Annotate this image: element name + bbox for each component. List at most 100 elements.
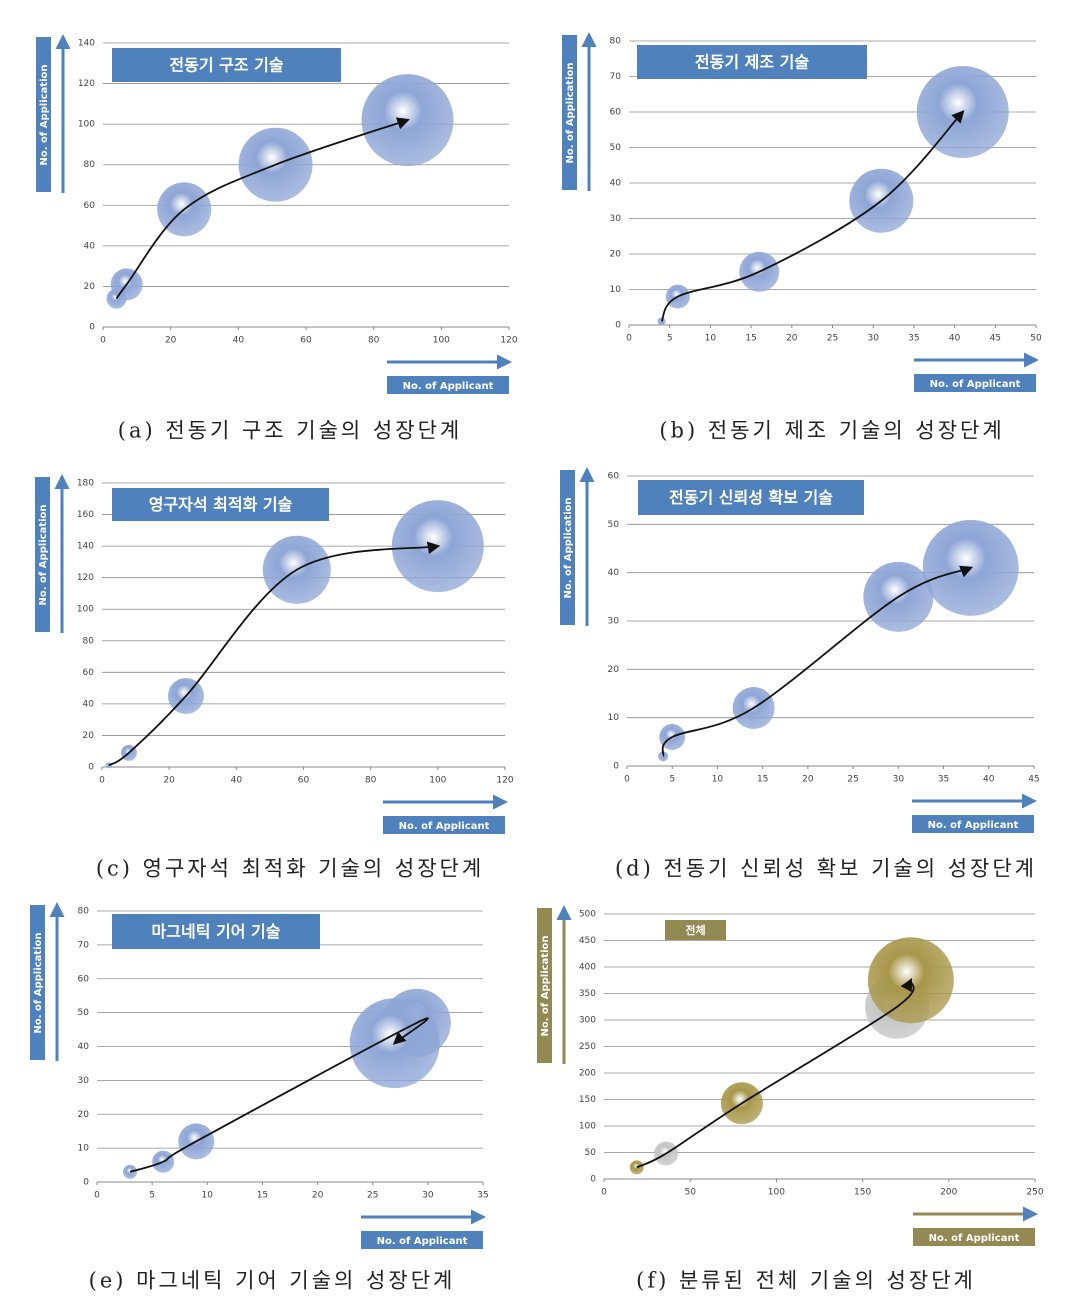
x-tick-label: 40 [231, 776, 243, 786]
caption: (f) 분류된 전체 기술의 성장단계 [636, 1269, 976, 1293]
x-tick-label: 15 [745, 334, 756, 344]
title-box [112, 914, 320, 949]
y-tick-label: 10 [608, 713, 620, 723]
y-tick-label: 100 [77, 605, 94, 615]
y-tick-label: 450 [579, 936, 596, 946]
y-tick-label: 80 [610, 37, 622, 47]
y-tick-label: 400 [579, 963, 596, 973]
x-label-box [383, 816, 505, 834]
y-label-box [35, 477, 50, 632]
x-tick-label: 50 [1030, 334, 1042, 344]
y-tick-label: 180 [77, 479, 94, 489]
y-label-box [36, 37, 51, 192]
title-box [637, 45, 867, 79]
y-tick-label: 30 [608, 617, 620, 627]
y-tick-label: 70 [78, 940, 90, 950]
x-tick-label: 20 [802, 775, 814, 785]
caption: (d) 전동기 신뢰성 확보 기술의 성장단계 [615, 857, 1037, 881]
y-tick-label: 100 [78, 120, 95, 130]
y-tick-label: 30 [78, 1076, 90, 1086]
y-tick-label: 60 [83, 668, 95, 678]
y-tick-label: 20 [83, 731, 95, 741]
trend-line [108, 541, 441, 767]
x-tick-label: 80 [368, 336, 380, 346]
y-tick-label: 0 [613, 762, 619, 772]
y-tick-label: 50 [78, 1008, 90, 1018]
x-tick-label: 10 [705, 334, 717, 344]
x-tick-label: 35 [477, 1191, 488, 1201]
x-tick-label: 10 [712, 775, 724, 785]
x-tick-label: 100 [768, 1188, 785, 1198]
chart-title: 마그네틱 기어 기술 [152, 922, 281, 941]
x-axis-label: No. of Applicant [928, 820, 1019, 831]
y-label-box [560, 470, 575, 625]
x-tick-label: 80 [365, 776, 377, 786]
y-tick-label: 20 [78, 1110, 90, 1120]
x-tick-label: 100 [433, 336, 450, 346]
x-tick-label: 25 [827, 334, 838, 344]
y-tick-label: 120 [77, 573, 94, 583]
y-tick-label: 120 [78, 79, 95, 89]
x-tick-label: 35 [938, 775, 949, 785]
x-tick-label: 20 [786, 334, 798, 344]
y-label-box [30, 905, 45, 1060]
x-tick-label: 100 [429, 776, 446, 786]
y-tick-label: 80 [78, 907, 90, 917]
x-tick-label: 20 [312, 1191, 324, 1201]
y-tick-label: 60 [84, 201, 96, 211]
trend-line [636, 978, 915, 1169]
x-tick-label: 20 [163, 776, 175, 786]
y-tick-label: 200 [579, 1069, 596, 1079]
y-axis-label: No. of Application [33, 932, 44, 1033]
y-tick-label: 50 [608, 520, 620, 530]
x-tick-label: 120 [496, 776, 513, 786]
x-tick-label: 5 [667, 334, 673, 344]
x-tick-label: 0 [100, 336, 106, 346]
x-tick-label: 35 [908, 334, 919, 344]
y-tick-label: 40 [84, 241, 96, 251]
x-tick-label: 5 [669, 775, 675, 785]
y-tick-label: 80 [83, 636, 95, 646]
y-tick-label: 20 [608, 665, 620, 675]
x-tick-label: 45 [1028, 775, 1039, 785]
y-tick-label: 140 [78, 39, 95, 49]
trend-line [661, 565, 974, 757]
x-label-box [912, 815, 1034, 833]
y-tick-label: 250 [579, 1042, 596, 1052]
y-axis-label: No. of Application [565, 62, 576, 163]
y-tick-label: 0 [615, 321, 621, 331]
x-tick-label: 60 [298, 776, 310, 786]
x-axis-label: No. of Applicant [403, 381, 494, 392]
y-axis-label: No. of Application [38, 504, 49, 605]
x-axis-label: No. of Applicant [929, 1233, 1020, 1244]
x-label-box [361, 1231, 483, 1249]
y-tick-label: 40 [83, 699, 95, 709]
y-tick-label: 30 [610, 214, 622, 224]
x-tick-label: 0 [99, 776, 105, 786]
chart-title: 전체 [685, 923, 705, 937]
y-tick-label: 50 [610, 143, 622, 153]
y-tick-label: 20 [610, 250, 622, 260]
y-tick-label: 10 [78, 1144, 90, 1154]
x-tick-label: 150 [854, 1188, 871, 1198]
x-tick-label: 60 [300, 336, 312, 346]
x-tick-label: 0 [601, 1188, 607, 1198]
y-tick-label: 60 [610, 108, 622, 118]
caption: (b) 전동기 제조 기술의 성장단계 [659, 419, 1004, 443]
y-axis-label: No. of Application [540, 935, 551, 1036]
y-tick-label: 80 [84, 160, 96, 170]
x-tick-label: 40 [949, 334, 961, 344]
y-tick-label: 50 [585, 1148, 597, 1158]
x-tick-label: 45 [990, 334, 1001, 344]
bubble [349, 998, 440, 1089]
x-label-box [913, 1228, 1035, 1246]
y-tick-label: 0 [88, 763, 94, 773]
title-box [638, 480, 864, 515]
x-tick-label: 200 [940, 1188, 957, 1198]
caption: (e) 마그네틱 기어 기술의 성장단계 [89, 1269, 456, 1293]
x-tick-label: 20 [165, 336, 177, 346]
title-box [665, 920, 726, 940]
x-tick-label: 25 [367, 1191, 378, 1201]
y-tick-label: 40 [78, 1042, 90, 1052]
chart-title: 전동기 구조 기술 [169, 56, 283, 75]
